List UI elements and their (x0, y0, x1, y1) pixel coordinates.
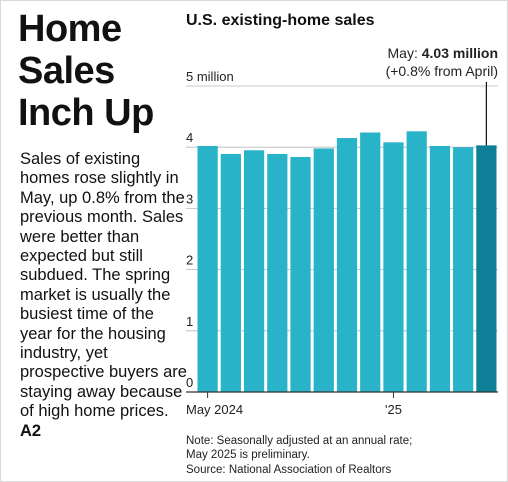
bar (406, 131, 427, 392)
annotation-change: (+0.8% from April) (385, 63, 498, 79)
bar (336, 138, 358, 392)
bar (453, 147, 474, 392)
bar (290, 156, 311, 392)
bar (313, 148, 334, 392)
y-tick-label: 0 (186, 375, 193, 390)
bar (267, 153, 288, 392)
bar (429, 145, 451, 392)
bar (243, 150, 265, 392)
headline-line: Home (18, 8, 122, 50)
annotation-value: 4.03 million (421, 45, 498, 61)
y-tick-label: 3 (186, 191, 193, 206)
page-reference: A2 (20, 421, 42, 440)
headline-line: Inch Up (18, 92, 154, 134)
headline: Home Sales Inch Up (18, 8, 178, 134)
bar (220, 153, 241, 392)
x-tick-label: '25 (385, 402, 402, 417)
annotation-main: May: 4.03 million (318, 44, 498, 62)
chart-note: Note: Seasonally adjusted at an annual r… (186, 434, 496, 477)
bar (383, 142, 404, 392)
latest-value-annotation: May: 4.03 million (+0.8% from April) (318, 44, 498, 80)
chart-title: U.S. existing-home sales (186, 12, 375, 29)
body-text: Sales of existing homes rose slightly in… (20, 150, 190, 441)
body-text-content: Sales of existing homes rose slightly in… (20, 150, 187, 421)
headline-line: Sales (18, 50, 115, 92)
y-tick-label: 4 (186, 130, 193, 145)
note-line: May 2025 is preliminary. (186, 449, 310, 462)
annotation-prefix: May: (387, 45, 422, 61)
y-tick-label: 2 (186, 253, 193, 268)
y-tick-label: 5 million (186, 69, 234, 84)
x-tick-label: May 2024 (186, 402, 243, 417)
bar (360, 132, 381, 392)
y-tick-label: 1 (186, 314, 193, 329)
highlighted-bar (476, 145, 497, 392)
source-line: Source: National Association of Realtors (186, 463, 392, 476)
bar (197, 145, 218, 392)
note-line: Note: Seasonally adjusted at an annual r… (186, 435, 413, 447)
